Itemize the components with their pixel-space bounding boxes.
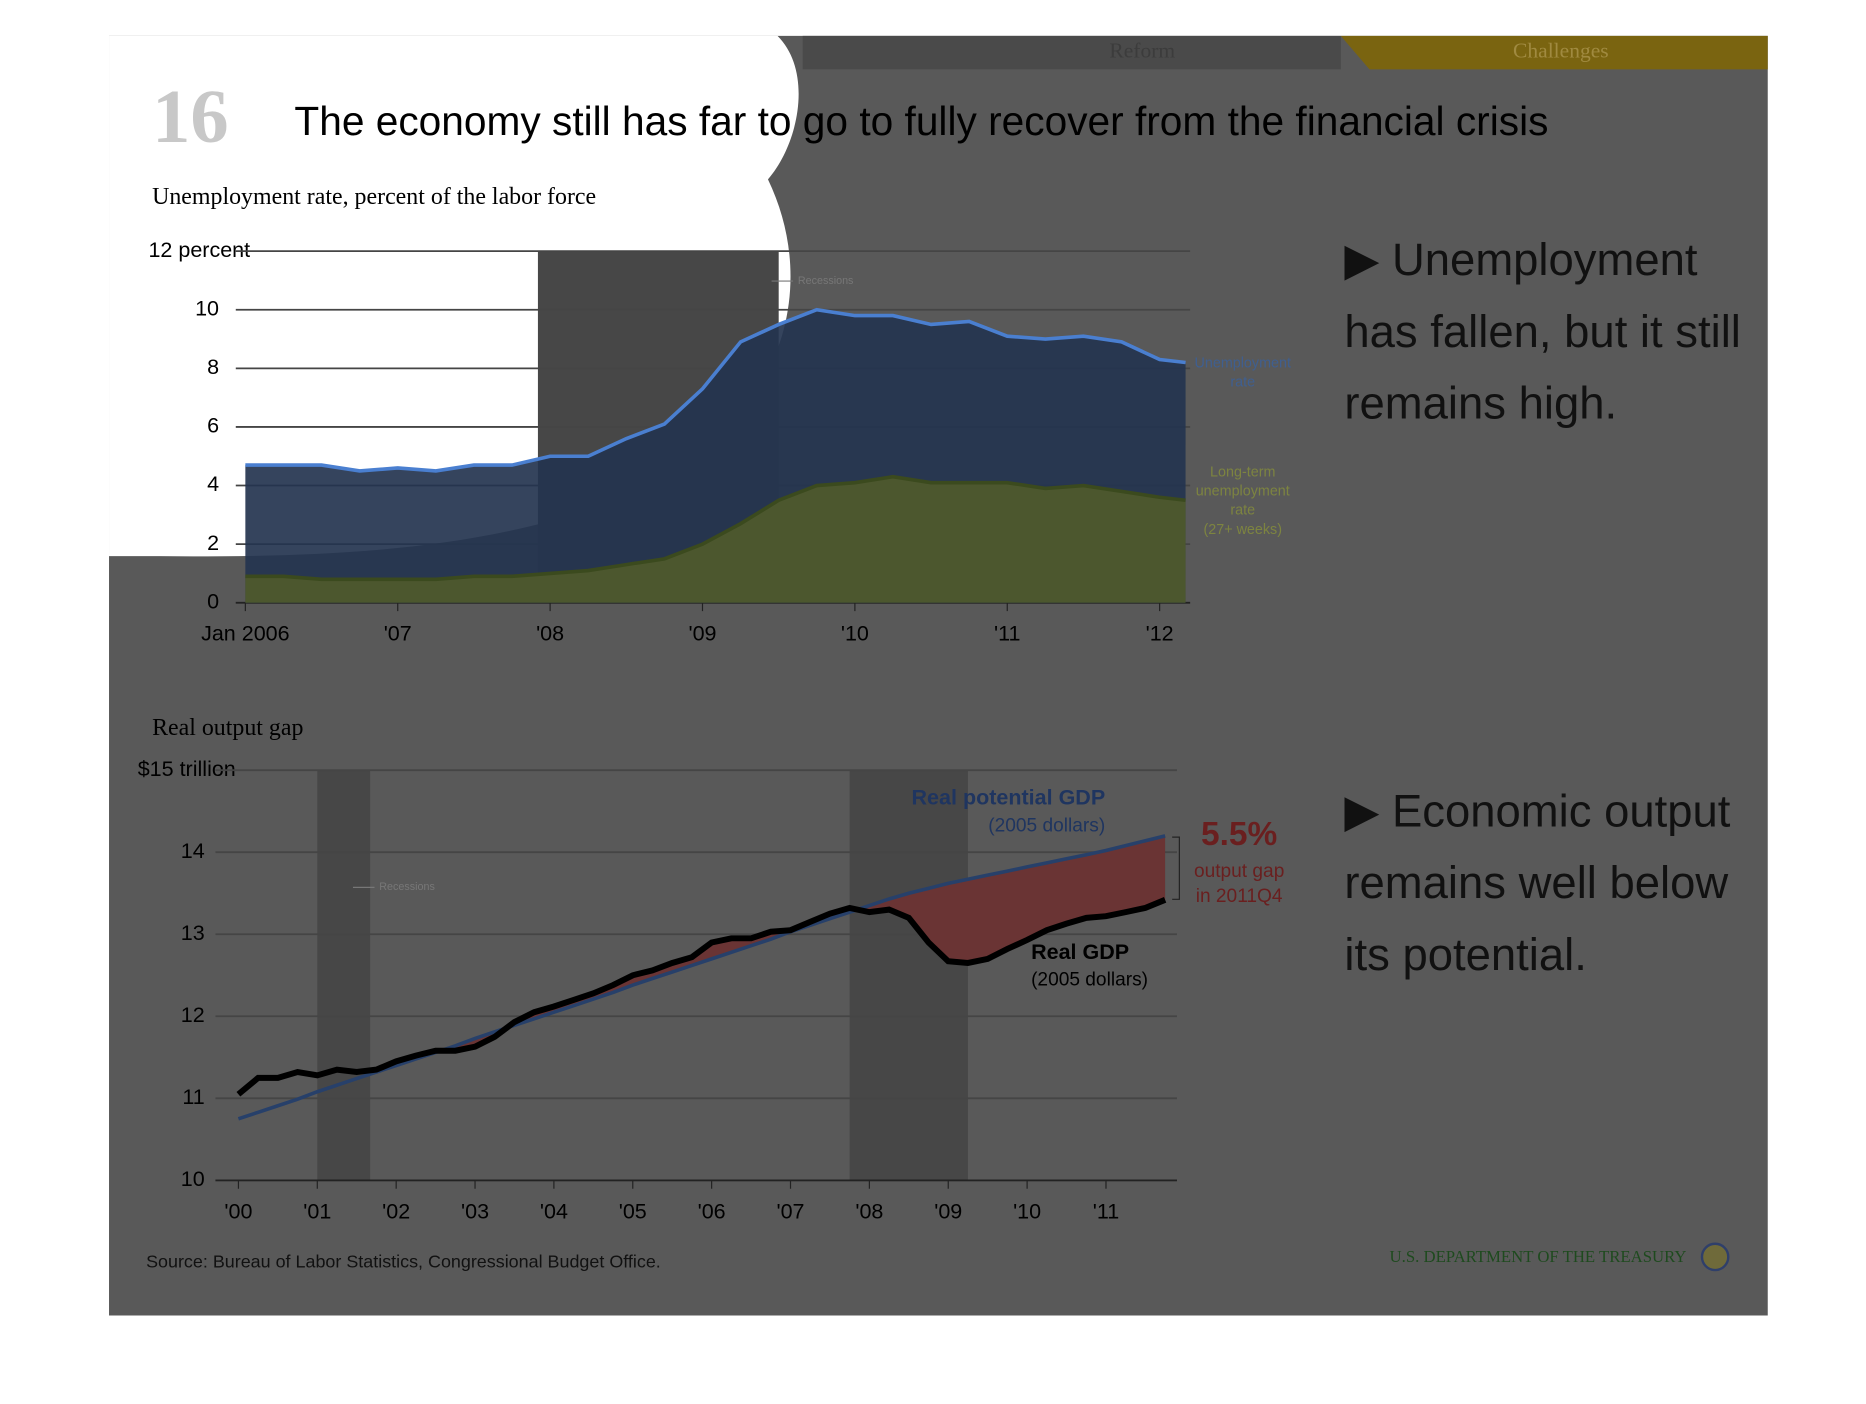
line xyxy=(245,474,1186,582)
recession-band xyxy=(849,770,968,1181)
annotation: (2005 dollars) xyxy=(1031,970,1148,991)
annotation: 5.5% xyxy=(1201,816,1277,853)
y-tick-label: $15 trillion xyxy=(138,757,236,781)
x-tick-label: '09 xyxy=(934,1199,962,1223)
x-tick-label: '10 xyxy=(841,622,869,646)
gap-area xyxy=(455,835,1166,1051)
y-tick-label: 12 percent xyxy=(148,238,250,262)
y-tick-label: 6 xyxy=(207,414,219,438)
y-tick-label: 0 xyxy=(207,589,219,613)
y-tick-label: 2 xyxy=(207,531,219,555)
treasury-seal xyxy=(1700,1242,1730,1272)
series-label: Long-term unemployment rate (27+ weeks) xyxy=(1196,464,1290,537)
bullet-text: ▶ Unemployment xyxy=(1344,234,1698,285)
y-tick-label: 10 xyxy=(181,1167,205,1191)
x-tick-label: '09 xyxy=(688,622,716,646)
x-tick-label: '07 xyxy=(384,622,412,646)
x-tick-label: '10 xyxy=(1013,1199,1041,1223)
y-tick-label: 4 xyxy=(207,472,219,496)
chart-title: Unemployment rate, percent of the labor … xyxy=(152,184,596,210)
x-tick-label: '07 xyxy=(776,1199,804,1223)
nav-label: Reform xyxy=(1109,39,1175,63)
x-tick-label: '11 xyxy=(994,622,1020,646)
charts: Unemployment rate, percent of the labor … xyxy=(138,184,1291,1223)
y-tick-label: 11 xyxy=(182,1085,204,1109)
bullet-text: remains high. xyxy=(1344,378,1617,429)
y-tick-label: 8 xyxy=(207,355,219,379)
gap-bracket xyxy=(1172,836,1180,900)
footer: U.S. DEPARTMENT OF THE TREASURY xyxy=(1390,1247,1687,1266)
x-tick-label: '06 xyxy=(698,1199,726,1223)
x-tick-label: '11 xyxy=(1093,1199,1119,1223)
x-tick-label: '08 xyxy=(855,1199,883,1223)
line xyxy=(236,897,1167,1097)
y-tick-label: 14 xyxy=(181,839,205,863)
nav-tab xyxy=(802,35,1341,70)
bullet-text: ▶ Economic output xyxy=(1344,785,1730,836)
annotation: (2005 dollars) xyxy=(988,815,1105,836)
x-tick-label: '04 xyxy=(540,1199,568,1223)
source: Source: Bureau of Labor Statistics, Cong… xyxy=(146,1252,661,1272)
x-tick-label: '12 xyxy=(1146,622,1174,646)
line xyxy=(237,834,1166,1121)
bullet-text: its potential. xyxy=(1344,929,1586,980)
bullet-text: remains well below xyxy=(1344,857,1728,908)
slide-title: The economy still has far to go to fully… xyxy=(294,98,1548,144)
annotation: in 2011Q4 xyxy=(1196,886,1283,907)
chart-title: Real output gap xyxy=(152,715,303,741)
nav-tab-active xyxy=(1340,35,1768,70)
recession-band xyxy=(317,770,371,1181)
x-tick-label: '05 xyxy=(619,1199,647,1223)
slide-number: 16 xyxy=(152,74,229,159)
series-label: Unemployment rate xyxy=(1195,355,1291,390)
x-tick-label: '02 xyxy=(382,1199,410,1223)
y-tick-label: 12 xyxy=(181,1003,205,1027)
nav-label: Challenges xyxy=(1513,39,1609,63)
recession-label: Recessions xyxy=(379,881,435,893)
x-tick-label: '03 xyxy=(461,1199,489,1223)
line xyxy=(245,307,1186,473)
x-tick-label: '00 xyxy=(224,1199,252,1223)
x-tick-label: '01 xyxy=(303,1199,331,1223)
series-label: Real potential GDP xyxy=(912,786,1106,810)
annotation: output gap xyxy=(1194,861,1284,882)
area xyxy=(245,476,1186,603)
bullet-text: has fallen, but it still xyxy=(1344,306,1741,357)
series-label: Real GDP xyxy=(1031,940,1129,964)
x-tick-label: '08 xyxy=(536,622,564,646)
x-tick-label: Jan 2006 xyxy=(201,622,290,646)
recession-label: Recessions xyxy=(798,275,854,287)
y-tick-label: 13 xyxy=(181,921,205,945)
y-tick-label: 10 xyxy=(195,296,219,320)
